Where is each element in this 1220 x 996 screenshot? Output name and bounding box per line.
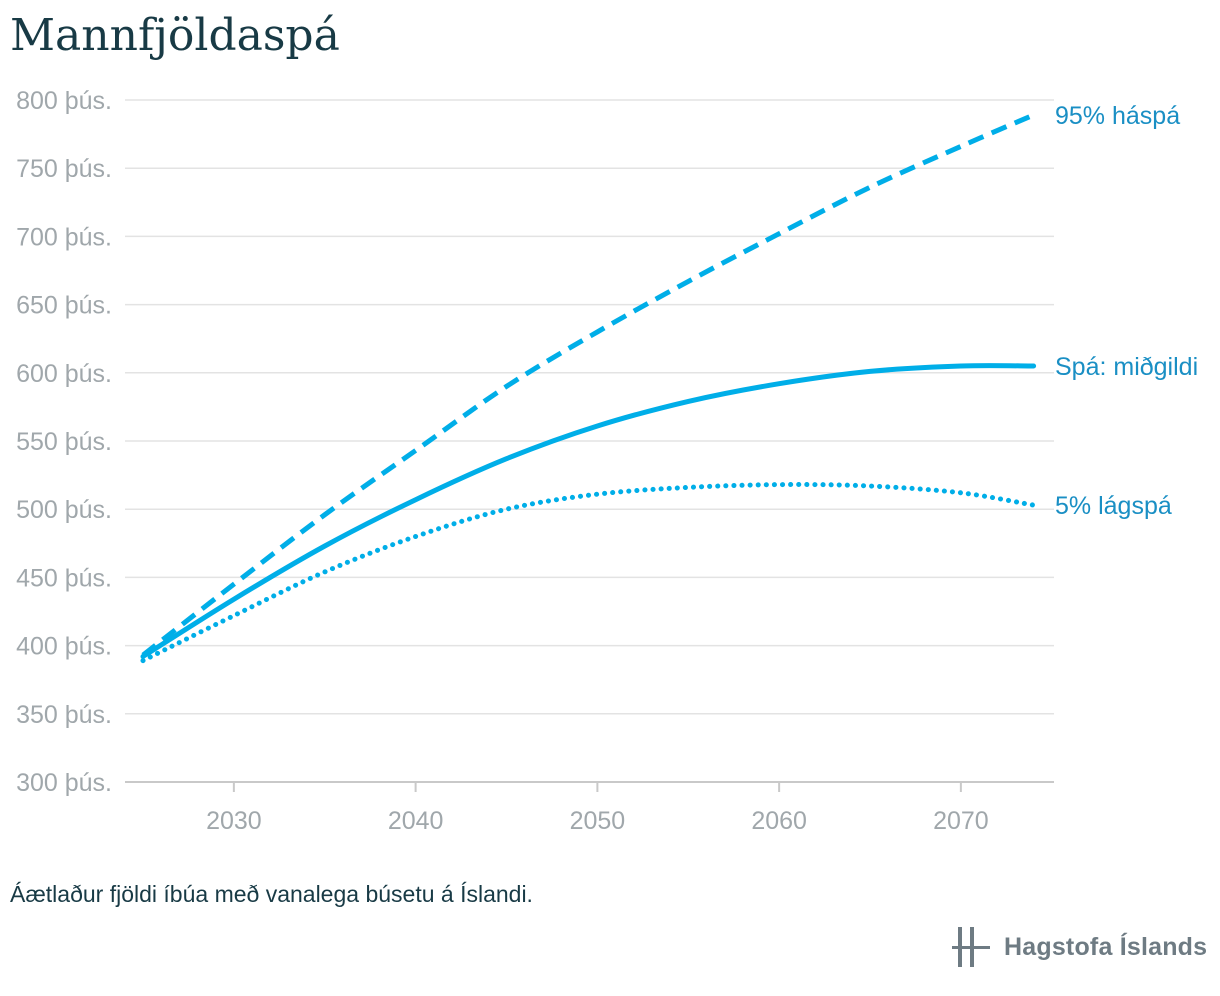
hagstofa-logo[interactable]: Hagstofa Íslands [950,925,1207,969]
x-tick-label: 2060 [751,807,807,835]
y-tick-label: 700 þús. [16,223,112,251]
y-tick-label: 650 þús. [16,292,112,320]
y-tick-label: 300 þús. [16,769,112,797]
series-label-dashed: 95% háspá [1055,102,1180,130]
gridlines [125,99,1054,783]
y-tick-label: 500 þús. [16,496,112,524]
x-tick-label: 2040 [388,807,444,835]
logo-text: Hagstofa Íslands [1004,932,1208,961]
chart-title: Mannfjöldaspá [10,10,340,61]
y-axis: 300 þús. 350 þús. 400 þús. 450 þús. 500 þús.… [16,87,112,797]
y-tick-label: 800 þús. [16,87,112,115]
series-line-dotted [140,482,1037,664]
chart-caption: Áætlaður fjöldi íbúa með vanalega búsetu… [10,881,533,907]
x-tick-label: 2030 [206,807,262,835]
y-tick-label: 600 þús. [16,360,112,388]
hagstofa-logo-icon [952,927,990,967]
series-label-dotted: 5% lágspá [1055,492,1172,520]
series-line-solid [140,363,1037,659]
y-tick-label: 750 þús. [16,155,112,183]
y-tick-label: 450 þús. [16,564,112,592]
series-lines [140,112,1037,664]
y-tick-label: 400 þús. [16,633,112,661]
series-labels: 95% háspá Spá: miðgildi 5% lágspá [1055,102,1198,520]
series-line-dashed [141,112,1035,658]
x-tick-label: 2050 [570,807,626,835]
series-label-solid: Spá: miðgildi [1055,353,1198,381]
x-axis: 2030 2040 2050 2060 2070 [206,782,989,835]
y-tick-label: 350 þús. [16,701,112,729]
x-tick-label: 2070 [933,807,989,835]
line-chart: 300 þús. 350 þús. 400 þús. 450 þús. 500 þús.… [16,87,1198,835]
y-tick-label: 550 þús. [16,428,112,456]
